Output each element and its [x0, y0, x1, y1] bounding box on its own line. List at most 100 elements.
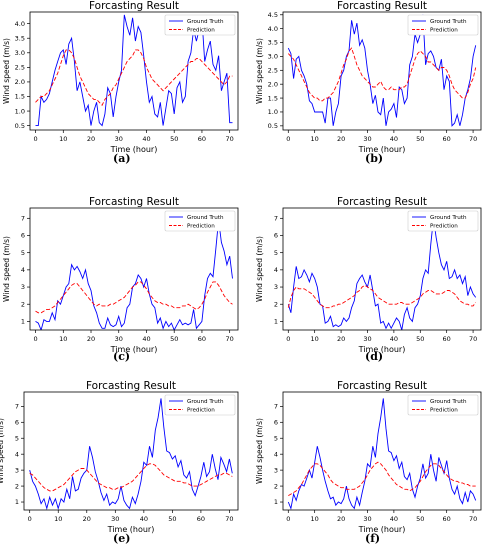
x-tick-label: 30	[111, 515, 119, 523]
x-tick-label: 10	[311, 135, 319, 143]
y-tick-label: 0.5	[268, 122, 278, 130]
y-tick-label: 3	[15, 466, 19, 474]
x-tick-label: 50	[416, 335, 424, 343]
x-tick-label: 0	[28, 515, 32, 523]
y-tick-label: 2	[274, 482, 278, 490]
x-tick-label: 40	[390, 335, 398, 343]
legend-box	[407, 210, 479, 232]
y-tick-label: 2	[274, 300, 278, 308]
prediction-series-line	[288, 461, 476, 496]
y-tick-label: 0.5	[15, 122, 25, 130]
axes-frame	[23, 391, 239, 511]
axes-frame	[29, 11, 239, 131]
chart-panel-1: Forcasting Result 0 10 20 30 40 50 60 70 0.5 1.0 1.…	[255, 0, 482, 154]
x-tick-label: 0	[286, 135, 290, 143]
legend-ground-truth-label: Ground Truth	[187, 19, 224, 25]
y-tick-label: 4	[21, 266, 25, 274]
y-tick-label: 1	[274, 318, 278, 326]
legend: Ground Truth Prediction	[407, 394, 479, 416]
legend-box	[164, 14, 236, 36]
y-tick-label: 4	[274, 450, 278, 458]
y-axis-label: Wind speed (m/s)	[2, 38, 11, 104]
chart-panel-3: Forcasting Result 0 10 20 30 40 50 60 70 1 2 3 4 5 6 7 T…	[255, 196, 482, 354]
ground-truth-series-line	[29, 398, 233, 510]
chart-title: Forcasting Result	[89, 196, 179, 208]
chart-title: Forcasting Result	[337, 0, 427, 12]
legend-ground-truth-label: Ground Truth	[430, 399, 467, 405]
y-tick-label: 1.5	[268, 94, 278, 102]
x-axis-label: Time (hour)	[107, 525, 155, 534]
y-tick-label: 2.0	[268, 80, 278, 88]
y-tick-label: 5	[15, 434, 19, 442]
x-tick-label: 70	[469, 335, 477, 343]
x-tick-label: 60	[197, 515, 205, 523]
y-tick-label: 2.0	[15, 78, 25, 86]
caption-e: (e)	[113, 532, 131, 545]
legend-ground-truth-label: Ground Truth	[430, 19, 467, 25]
x-tick-label: 50	[170, 335, 178, 343]
y-tick-label: 6	[274, 418, 278, 426]
x-tick-label: 30	[115, 135, 123, 143]
axes-frame	[282, 391, 482, 511]
x-tick-label: 70	[226, 135, 234, 143]
caption-f: (f)	[365, 532, 381, 545]
prediction-series-line	[35, 49, 233, 106]
ground-truth-series-line	[287, 14, 477, 127]
x-tick-label: 40	[390, 515, 398, 523]
x-tick-label: 10	[54, 515, 62, 523]
legend-box	[164, 394, 236, 416]
x-tick-label: 60	[198, 335, 206, 343]
y-tick-label: 6	[15, 418, 19, 426]
x-axis-label: Time (hour)	[358, 345, 406, 354]
y-tick-label: 6	[274, 232, 278, 240]
x-tick-label: 60	[443, 135, 451, 143]
y-tick-label: 3.0	[268, 53, 278, 61]
legend-prediction-label: Prediction	[187, 224, 215, 230]
y-axis-label: Wind speed (m/s)	[255, 418, 264, 484]
y-tick-label: 4	[274, 266, 278, 274]
y-tick-label: 7	[274, 403, 278, 411]
chart-panel-5: Forcasting Result 0 10 20 30 40 50 60 70 1 2 3 4 5 6 7 T…	[255, 380, 482, 534]
y-tick-label: 4.0	[15, 20, 25, 28]
y-tick-label: 1	[21, 318, 25, 326]
x-tick-label: 20	[83, 515, 91, 523]
x-tick-label: 30	[363, 135, 371, 143]
x-tick-label: 50	[416, 515, 424, 523]
legend-prediction-label: Prediction	[430, 28, 458, 34]
ground-truth-series-line	[287, 398, 477, 510]
y-tick-label: 1.0	[15, 107, 25, 115]
y-tick-label: 2	[15, 482, 19, 490]
chart-title: Forcasting Result	[89, 0, 179, 12]
y-axis-label: Wind speed (m/s)	[0, 418, 5, 484]
x-tick-label: 70	[225, 515, 233, 523]
y-tick-label: 1	[274, 498, 278, 506]
x-tick-label: 60	[443, 515, 451, 523]
legend-prediction-label: Prediction	[430, 224, 458, 230]
x-tick-label: 20	[87, 135, 95, 143]
legend: Ground Truth Prediction	[164, 210, 236, 232]
x-tick-label: 60	[198, 135, 206, 143]
y-axis-label: Wind speed (m/s)	[255, 38, 264, 104]
x-axis-label: Time (hour)	[110, 145, 158, 154]
prediction-series-line	[35, 281, 233, 314]
legend: Ground Truth Prediction	[164, 394, 236, 416]
y-tick-label: 1	[15, 498, 19, 506]
x-tick-label: 40	[140, 515, 148, 523]
y-axis-label: Wind speed (m/s)	[255, 236, 264, 302]
y-tick-label: 4.5	[268, 11, 278, 19]
caption-b: (b)	[365, 152, 384, 165]
x-tick-label: 0	[33, 335, 37, 343]
chart-panel-4: Forcasting Result 0 10 20 30 40 50 60 70 1 2 3 4 5 6 7 T…	[0, 380, 239, 534]
y-tick-label: 2.5	[15, 64, 25, 72]
chart-title: Forcasting Result	[337, 196, 427, 208]
y-tick-label: 7	[21, 215, 25, 223]
y-tick-label: 3.0	[15, 49, 25, 57]
x-tick-label: 30	[115, 335, 123, 343]
x-tick-label: 20	[337, 135, 345, 143]
chart-panel-2: Forcasting Result 0 10 20 30 40 50 60 70 1 2 3 4 5 6 7 T…	[2, 196, 239, 354]
x-tick-label: 70	[226, 335, 234, 343]
x-tick-label: 0	[33, 135, 37, 143]
y-tick-label: 1.0	[268, 108, 278, 116]
